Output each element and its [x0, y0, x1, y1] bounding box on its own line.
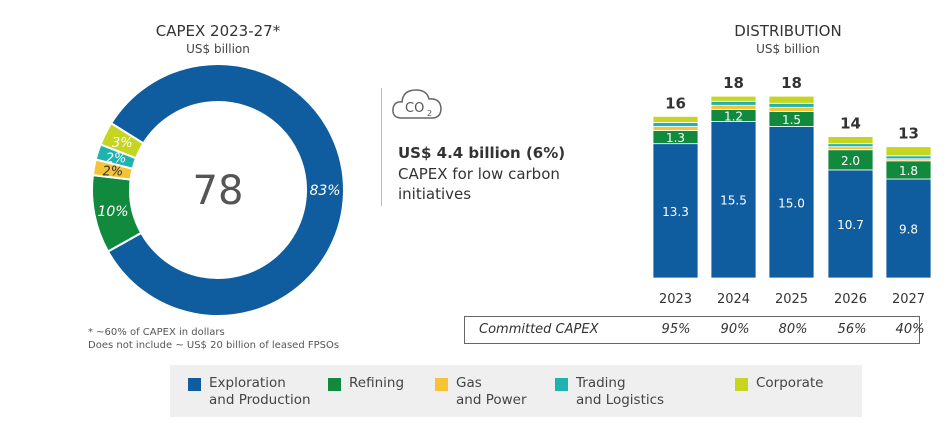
donut-slice: [99, 121, 145, 160]
bar-segment: [710, 100, 757, 106]
legend-exploration: Exploration and Production: [188, 375, 311, 409]
bar-segment: [652, 143, 699, 279]
divider: [381, 88, 382, 206]
bar-total-label: 18: [723, 74, 744, 92]
donut-chart: 83%10%2%2%3%78: [91, 63, 345, 317]
bar-value-label: 1.5: [782, 113, 801, 127]
bar-segment: [768, 106, 815, 112]
bar-total-label: 13: [898, 125, 919, 143]
legend-refining: Refining: [328, 375, 404, 392]
bar-segment: [768, 95, 815, 104]
committed-2026: 56%: [837, 322, 867, 337]
bar-segment: [885, 178, 932, 279]
legend-swatch: [435, 378, 448, 391]
low-carbon-amount: US$ 4.4 billion (6%): [398, 144, 566, 162]
bar-value-label: 13.3: [662, 205, 689, 219]
bar-segment: [710, 121, 757, 279]
committed-capex-label: Committed CAPEX: [479, 322, 599, 337]
bar-value-label: 9.8: [899, 223, 918, 237]
bar-total-label: 14: [840, 115, 861, 133]
legend-trading: Trading and Logistics: [555, 375, 664, 409]
committed-2025: 80%: [778, 322, 808, 337]
bar-segment: [768, 126, 815, 279]
bar-segment: [827, 146, 874, 151]
x-tick-label: 2023: [659, 292, 692, 307]
bar-segment: [885, 146, 932, 157]
donut-slice: [106, 63, 345, 317]
bar-segment: [827, 136, 874, 145]
x-tick-label: 2025: [775, 292, 808, 307]
bar-segment: [885, 155, 932, 160]
bar-segment: [710, 104, 757, 110]
bar-value-label: 2.0: [841, 154, 860, 168]
bar-value-label: 15.0: [778, 196, 805, 210]
legend: Exploration and Production Refining Gas an…: [170, 365, 862, 417]
note-1: * ~60% of CAPEX in dollars: [88, 327, 225, 338]
bar-total-label: 18: [781, 74, 802, 92]
bar-value-label: 15.5: [720, 194, 747, 208]
bar-segment: [652, 126, 699, 131]
legend-swatch: [328, 378, 341, 391]
x-tick-label: 2026: [834, 292, 867, 307]
legend-gas-power: Gas and Power: [435, 375, 527, 409]
slice-label: 2%: [102, 165, 123, 180]
bar-chart: 13.3 1.3 16 2023 15.5 1.2 18 2024 15.0 1.5 18 2025 1…: [652, 74, 932, 307]
bar-segment: [710, 95, 757, 102]
x-tick-label: 2027: [892, 292, 925, 307]
x-tick-label: 2024: [717, 292, 750, 307]
donut-title: CAPEX 2023-27*: [155, 22, 281, 40]
note-2: Does not include ~ US$ 20 billion of lea…: [88, 340, 340, 351]
legend-swatch: [555, 378, 568, 391]
slice-label: 3%: [112, 136, 133, 151]
slice-label: 10%: [97, 204, 128, 220]
bar-total-label: 16: [665, 94, 686, 112]
bar-title: DISTRIBUTION: [734, 22, 842, 40]
legend-swatch: [735, 378, 748, 391]
committed-capex-row: Committed CAPEX 95% 90% 80% 56% 40%: [464, 316, 924, 344]
bar-segment: [652, 116, 699, 123]
low-carbon-line2: initiatives: [398, 185, 472, 203]
svg-text:2: 2: [427, 109, 432, 118]
bar-subtitle: US$ billion: [756, 42, 820, 56]
bar-segment: [768, 102, 815, 108]
slice-label: 2%: [106, 152, 127, 167]
slice-label: 83%: [309, 183, 340, 199]
committed-2024: 90%: [720, 322, 750, 337]
bar-segment: [827, 169, 874, 279]
bar-segment: [827, 143, 874, 148]
bar-value-label: 10.7: [837, 218, 864, 232]
committed-2027: 40%: [895, 322, 925, 337]
bar-value-label: 1.8: [899, 164, 918, 178]
donut-center-value: 78: [193, 168, 244, 214]
low-carbon-line1: CAPEX for low carbon: [398, 165, 560, 183]
legend-corporate: Corporate: [735, 375, 824, 392]
svg-text:CO: CO: [405, 101, 424, 116]
donut-subtitle: US$ billion: [186, 42, 250, 56]
committed-2023: 95%: [661, 322, 691, 337]
bar-segment: [652, 122, 699, 127]
bar-value-label: 1.3: [666, 131, 685, 145]
legend-swatch: [188, 378, 201, 391]
bar-value-label: 1.2: [724, 109, 743, 123]
co2-cloud-icon: CO 2: [392, 89, 442, 119]
